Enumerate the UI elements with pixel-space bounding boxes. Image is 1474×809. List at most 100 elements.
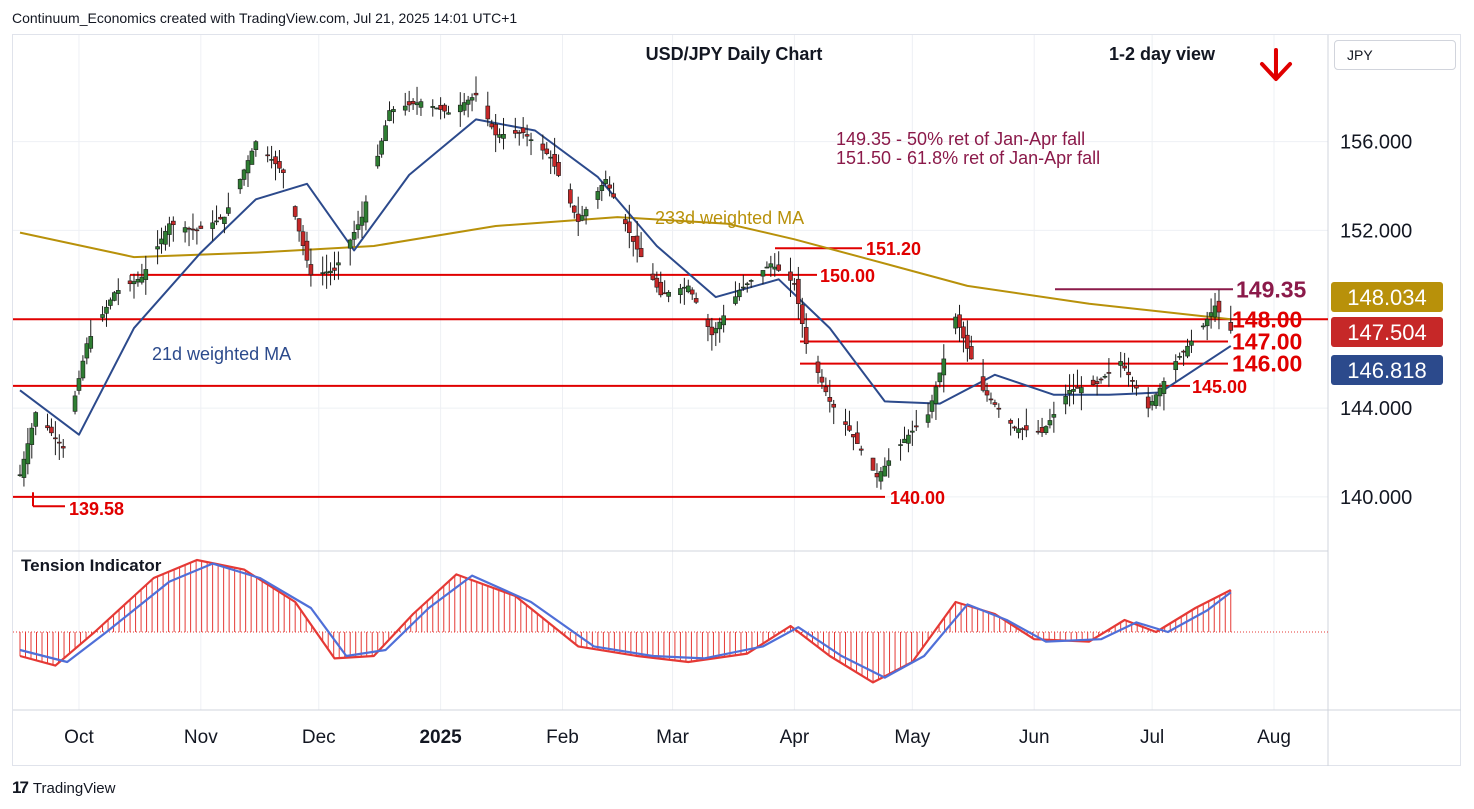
y-tick-label: 140.000 (1340, 487, 1412, 509)
candle-body (721, 315, 726, 326)
candle-body (1122, 365, 1127, 369)
candle-body (17, 474, 23, 477)
candle-body (320, 272, 325, 274)
candle-body (442, 104, 447, 112)
candle-body (296, 218, 302, 232)
candle-body (941, 358, 947, 376)
candle-body (682, 286, 687, 289)
candle-body (434, 107, 439, 110)
candle-body (638, 248, 644, 258)
candle-body (1039, 427, 1045, 433)
candle-body (143, 269, 149, 280)
candle-body (273, 156, 278, 165)
currency-selector[interactable]: JPY (1334, 40, 1456, 70)
candle-body (1157, 387, 1163, 397)
x-tick-label: May (894, 727, 930, 748)
candle-body (324, 271, 329, 274)
candle-body (485, 105, 491, 120)
candle-body (127, 280, 133, 285)
y-tick-label: 156.000 (1340, 132, 1412, 154)
candle-body (819, 376, 825, 383)
candle-body (870, 457, 876, 471)
candle-body (182, 227, 188, 233)
candle-body (1024, 425, 1029, 431)
candle-body (988, 398, 994, 401)
candle-body (1047, 420, 1053, 426)
candle-body (1071, 389, 1076, 392)
candle-body (265, 154, 270, 157)
candle-body (1012, 426, 1017, 429)
candle-body (88, 336, 94, 349)
candle-body (858, 448, 864, 451)
candle-body (689, 289, 695, 295)
currency-label: JPY (1347, 47, 1373, 63)
candle-body (516, 132, 522, 134)
candle-body (139, 276, 145, 283)
candle-body (1094, 381, 1100, 384)
candle-body (693, 298, 699, 303)
level-label-140.00: 140.00 (890, 488, 945, 508)
candle-body (575, 213, 581, 222)
ma21-line (19, 118, 1232, 436)
candle-body (898, 444, 903, 446)
candle-body (1153, 394, 1159, 406)
candle-body (76, 378, 82, 391)
candle-body (760, 270, 766, 277)
candle-body (796, 278, 801, 305)
candle-body (461, 102, 467, 111)
price-badge (1331, 282, 1443, 312)
candle-body (1208, 312, 1214, 317)
candle-body (1161, 381, 1167, 394)
candle-body (603, 179, 609, 184)
candle-body (1063, 396, 1068, 405)
candle-body (410, 100, 416, 105)
candle-body (53, 437, 58, 440)
candle-body (21, 458, 27, 478)
level-label-150.00: 150.00 (820, 266, 875, 286)
candle-body (1090, 379, 1096, 385)
candle-body (292, 206, 298, 217)
candle-body (658, 281, 664, 296)
candle-body (540, 143, 546, 151)
x-tick-label: Jun (1019, 727, 1050, 748)
candle-body (705, 319, 711, 327)
candle-body (961, 326, 966, 339)
candle-body (1149, 401, 1155, 406)
candle-body (1020, 428, 1025, 430)
candle-body (226, 207, 231, 214)
x-tick-label: Apr (780, 727, 810, 748)
candle-body (579, 215, 585, 221)
candle-body (1145, 396, 1151, 409)
candle-body (980, 376, 986, 391)
candle-body (387, 110, 392, 121)
y-tick-label: 144.000 (1340, 398, 1412, 420)
candle-body (599, 185, 605, 191)
candle-body (678, 288, 683, 295)
candle-body (544, 148, 550, 154)
candle-body (308, 264, 314, 276)
ma233-label: 233d weighted MA (655, 208, 804, 228)
candle-body (611, 193, 616, 198)
tension-blue-line (19, 562, 1232, 679)
candle-body (72, 395, 78, 412)
candle-body (155, 246, 160, 250)
candle-body (222, 216, 227, 224)
candle-body (1008, 420, 1013, 424)
candle-body (489, 123, 495, 128)
candle-body (843, 421, 848, 425)
candle-body (1102, 375, 1108, 378)
candle-body (984, 390, 990, 396)
candle-body (45, 425, 50, 429)
candle-body (1106, 372, 1112, 374)
candle-body (29, 427, 35, 445)
footer-brand[interactable]: 17 TradingView (12, 778, 115, 798)
candle-body (827, 397, 833, 402)
candle-body (878, 471, 884, 482)
candle-body (713, 328, 719, 334)
level-label-146.00: 146.00 (1232, 351, 1302, 377)
y-tick-label: 152.000 (1340, 220, 1412, 242)
candle-body (528, 139, 534, 141)
candle-body (1035, 430, 1041, 433)
candle-body (336, 262, 341, 266)
